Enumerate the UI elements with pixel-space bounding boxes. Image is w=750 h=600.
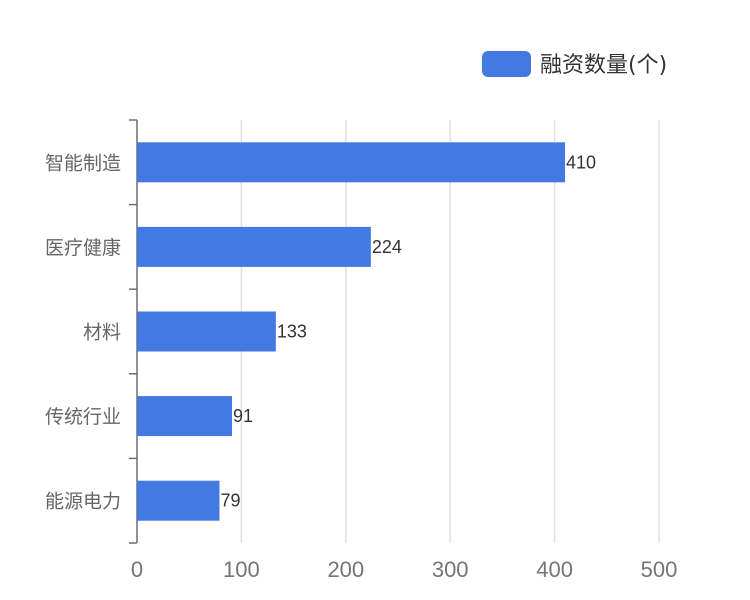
bars: [137, 142, 566, 521]
value-label: 91: [233, 406, 253, 426]
labels: 0 100 200 300 400 500 智能制造 410 医疗健康 224 材料 133 传统行业 9…: [45, 152, 677, 582]
legend-swatch[interactable]: [482, 51, 531, 77]
axes: [129, 119, 138, 544]
x-tick-label: 500: [641, 557, 678, 582]
category-label: 能源电力: [45, 491, 121, 513]
category-label: 医疗健康: [45, 237, 121, 259]
x-tick-label: 0: [131, 557, 143, 582]
bar[interactable]: [137, 311, 276, 352]
x-tick-label: 200: [327, 557, 364, 582]
grid-lines: [240, 120, 660, 543]
x-tick-label: 400: [536, 557, 573, 582]
value-label: 410: [566, 152, 596, 172]
value-label: 133: [277, 322, 307, 342]
category-label: 传统行业: [45, 406, 121, 428]
category-label: 材料: [83, 322, 121, 344]
legend[interactable]: 融资数量(个): [482, 51, 667, 78]
x-tick-label: 100: [223, 557, 260, 582]
bar[interactable]: [137, 142, 566, 183]
value-label: 79: [220, 491, 240, 511]
x-tick-label: 300: [432, 557, 469, 582]
bar[interactable]: [137, 480, 220, 521]
bar[interactable]: [137, 226, 371, 267]
bar[interactable]: [137, 396, 233, 437]
category-label: 智能制造: [45, 152, 121, 174]
value-label: 224: [372, 237, 402, 257]
legend-label[interactable]: 融资数量(个): [540, 53, 667, 78]
